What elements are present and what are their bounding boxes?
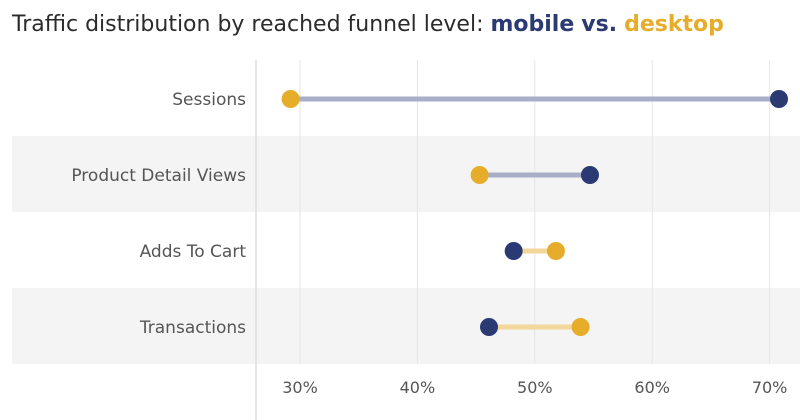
x-axis-ticks: 30% 40% 50% 60% 70%: [282, 378, 787, 397]
desktop-point: [281, 90, 300, 108]
row-band: [12, 136, 800, 212]
row-label: Product Detail Views: [71, 166, 246, 186]
desktop-point: [571, 318, 590, 336]
title-mobile: mobile: [490, 12, 575, 37]
row-adds-to-cart: Adds To Cart: [140, 242, 565, 262]
x-tick-label: 40%: [400, 378, 436, 397]
title-vs: vs.: [581, 12, 618, 37]
row-product-detail-views: Product Detail Views: [71, 166, 599, 186]
x-tick-label: 30%: [282, 378, 318, 397]
x-tick-label: 60%: [634, 378, 670, 397]
mobile-point: [769, 90, 788, 108]
desktop-point: [470, 166, 489, 184]
x-tick-label: 50%: [517, 378, 553, 397]
row-transactions: Transactions: [139, 318, 590, 338]
row-label: Transactions: [139, 318, 246, 338]
chart-title: Traffic distribution by reached funnel l…: [12, 12, 724, 37]
rows: Sessions Product Detail Views Adds To Cart…: [71, 90, 788, 338]
x-tick-label: 70%: [752, 378, 788, 397]
title-prefix: Traffic distribution by reached funnel l…: [12, 12, 491, 37]
row-bands: [12, 136, 800, 364]
row-sessions: Sessions: [172, 90, 788, 110]
row-label: Sessions: [172, 90, 246, 110]
row-label: Adds To Cart: [140, 242, 247, 262]
mobile-point: [504, 242, 523, 260]
gridlines: [299, 60, 771, 364]
row-band: [12, 288, 800, 364]
mobile-point: [480, 318, 499, 336]
title-desktop: desktop: [624, 12, 724, 37]
mobile-point: [580, 166, 599, 184]
desktop-point: [546, 242, 565, 260]
